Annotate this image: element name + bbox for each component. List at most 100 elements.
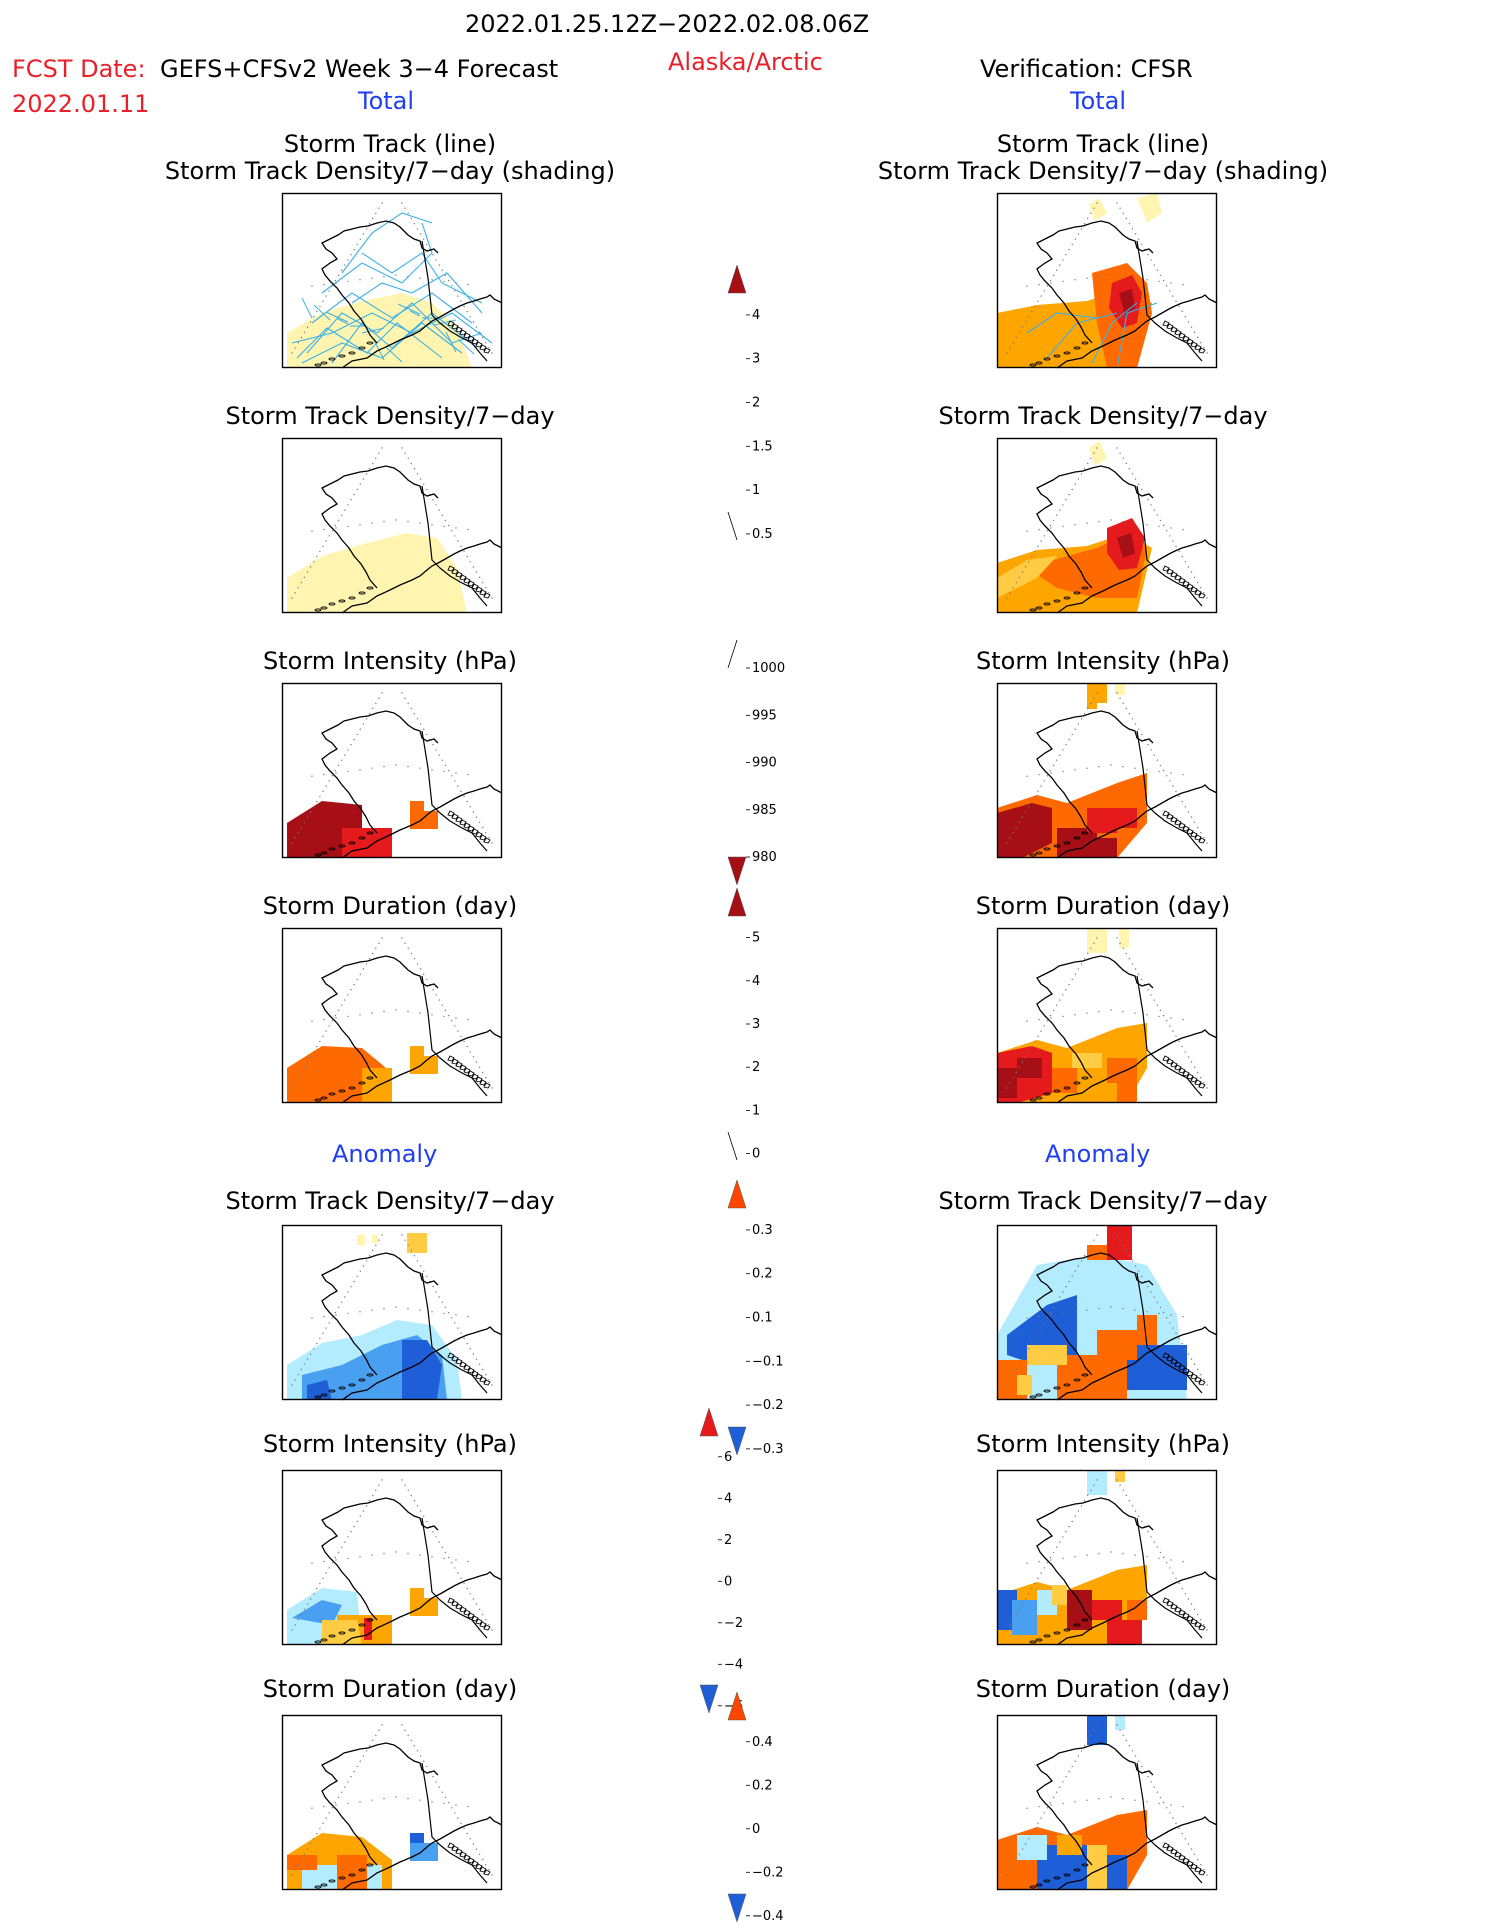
grid-dot <box>469 1348 471 1350</box>
shaded-cell <box>1115 1715 1125 1730</box>
grid-dot <box>368 1500 371 1502</box>
grid-dot <box>404 207 406 209</box>
grid-dot <box>306 571 309 573</box>
grid-dot <box>1138 1760 1140 1762</box>
grid-dot <box>451 530 453 532</box>
grid-dot <box>472 811 475 813</box>
island <box>1198 1082 1206 1089</box>
island <box>366 341 374 345</box>
grid-dot <box>1090 702 1092 704</box>
grid-dot <box>1018 331 1021 333</box>
grid-dot <box>331 1807 333 1809</box>
grid-dot <box>325 295 327 297</box>
island <box>475 1373 483 1380</box>
grid-dot <box>1009 1379 1011 1381</box>
grid-dot <box>311 285 313 287</box>
grid-dot <box>1062 1557 1064 1560</box>
island <box>1182 1857 1190 1864</box>
grid-dot <box>454 780 456 782</box>
verification-label: Verification: CFSR <box>980 55 1193 83</box>
grid-dot <box>455 1559 457 1561</box>
grid-dot <box>341 514 343 516</box>
grid-dot <box>300 581 302 584</box>
grid-dot <box>359 238 361 240</box>
grid-dot <box>1059 1296 1061 1298</box>
island <box>1198 1869 1206 1876</box>
grid-dot <box>447 1311 450 1314</box>
grid-dot <box>1086 1554 1088 1556</box>
grid-dot <box>1150 1781 1152 1783</box>
grid-dot <box>419 1012 421 1014</box>
title-anom-density-left: Storm Track Density/7−day <box>225 1187 555 1215</box>
grid-dot <box>1038 528 1040 531</box>
total-right-label: Total <box>1070 87 1127 115</box>
grid-dot <box>1090 212 1092 214</box>
grid-dot <box>1037 1332 1039 1334</box>
grid-dot <box>491 1629 493 1631</box>
grid-dot <box>455 1017 457 1019</box>
grid-dot <box>294 837 296 839</box>
island <box>471 338 479 345</box>
shaded-cell <box>367 1865 382 1890</box>
grid-dot <box>1187 321 1190 323</box>
island <box>1198 1624 1206 1631</box>
storm-track-line <box>301 322 463 364</box>
coastline <box>321 220 439 344</box>
grid-dot <box>309 1843 312 1845</box>
grid-dot <box>300 336 302 339</box>
island <box>483 1082 491 1089</box>
island <box>447 810 455 817</box>
grid-dot <box>1175 1577 1177 1579</box>
grid-dot <box>432 1531 434 1533</box>
grid-dot <box>482 1858 484 1861</box>
grid-dot <box>291 1384 293 1386</box>
grid-dot <box>466 555 468 558</box>
grid-dot <box>1200 1077 1202 1079</box>
grid-dot <box>1184 806 1186 808</box>
grid-dot <box>438 999 440 1001</box>
grid-dot <box>1147 989 1149 991</box>
grid-dot <box>359 1556 361 1558</box>
grid-dot <box>1158 525 1160 528</box>
island <box>1174 329 1182 336</box>
shaded-cell <box>997 1068 1017 1098</box>
island <box>1178 332 1186 339</box>
grid-dot <box>455 527 457 529</box>
grid-dot <box>1119 452 1121 454</box>
island <box>1035 1096 1043 1100</box>
coastline <box>321 710 439 834</box>
map-duration-right <box>996 927 1218 1104</box>
storm-track-line <box>409 310 421 317</box>
colorbar-tick-label: 980 <box>752 850 777 865</box>
grid-dot <box>460 1577 462 1579</box>
grid-dot <box>303 1066 306 1068</box>
grid-dot <box>419 478 422 480</box>
grid-dot <box>451 1020 453 1022</box>
map-duration-left <box>281 927 503 1104</box>
grid-dot <box>443 280 445 283</box>
grid-dot <box>344 264 346 266</box>
grid-dot <box>1040 1327 1042 1329</box>
total-left-label: Total <box>358 87 415 115</box>
grid-dot <box>1021 1061 1024 1063</box>
colorbar-tick-label: −0.1 <box>752 1354 784 1369</box>
grid-dot <box>1119 1239 1121 1241</box>
grid-dot <box>1018 821 1021 823</box>
grid-dot <box>1175 300 1177 302</box>
grid-dot <box>1178 550 1180 553</box>
grid-dot <box>353 493 355 496</box>
shaded-cell <box>410 1046 424 1056</box>
grid-dot <box>1046 285 1048 287</box>
grid-dot <box>1056 1004 1058 1006</box>
grid-dot <box>419 1510 422 1512</box>
grid-dot <box>467 1315 469 1318</box>
grid-dot <box>1059 264 1061 266</box>
grid-dot <box>359 483 361 485</box>
grid-dot <box>1018 576 1021 578</box>
coastline <box>341 784 503 859</box>
island <box>358 346 366 350</box>
storm-track-line <box>337 318 349 325</box>
grid-dot <box>1178 1337 1180 1340</box>
grid-dot <box>1170 772 1172 774</box>
grid-dot <box>1015 1071 1017 1074</box>
